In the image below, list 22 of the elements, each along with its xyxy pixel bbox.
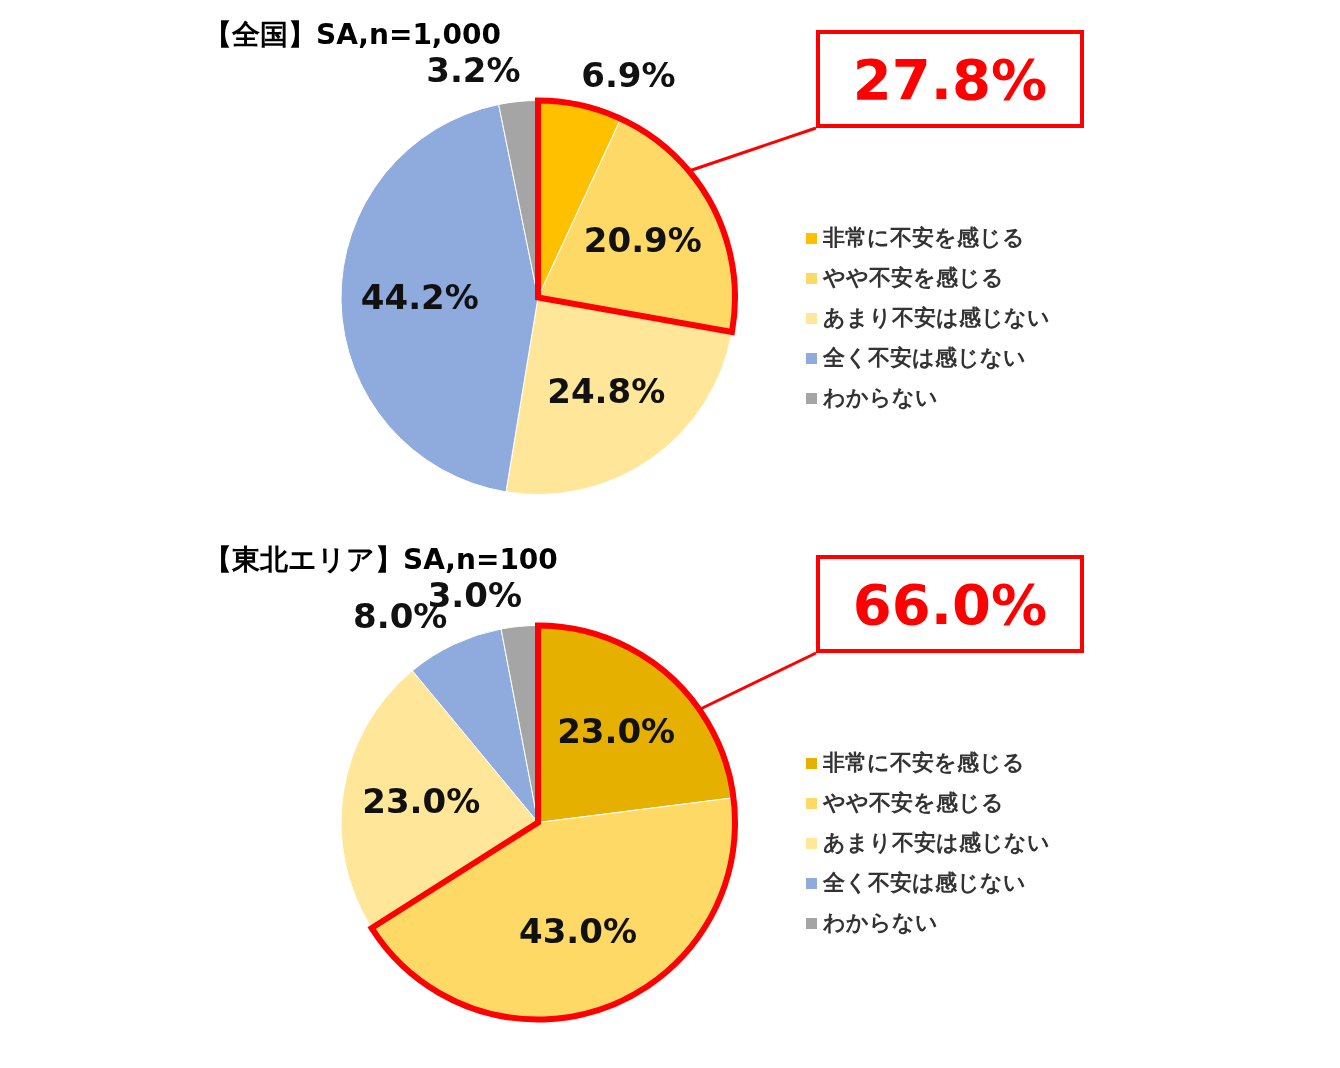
data-label: 6.9% [581,54,676,95]
legend-label: あまり不安は感じない [823,829,1050,857]
data-label: 3.2% [426,50,521,91]
data-label: 43.0% [519,910,638,951]
legend-label: 全く不安は感じない [823,344,1026,372]
legend-label: わからない [823,909,938,937]
data-label: 44.2% [360,276,479,317]
legend-label: わからない [823,384,938,412]
legend-label: あまり不安は感じない [823,304,1050,332]
data-label: 20.9% [583,219,702,260]
text: 66.0% [816,555,1084,653]
legend-label: 全く不安は感じない [823,869,1026,897]
text: 27.8% [816,30,1084,128]
data-label: 23.0% [362,780,481,821]
legend-label: 非常に不安を感じる [823,749,1025,777]
chart-title: 【全国】SA,n=1,000 [204,17,501,53]
legend-label: やや不安を感じる [823,264,1004,292]
legend-label: やや不安を感じる [823,789,1004,817]
data-label: 24.8% [547,370,666,411]
legend-label: 非常に不安を感じる [823,224,1025,252]
chart-title: 【東北エリア】SA,n=100 [204,542,558,578]
data-label: 23.0% [557,710,676,751]
